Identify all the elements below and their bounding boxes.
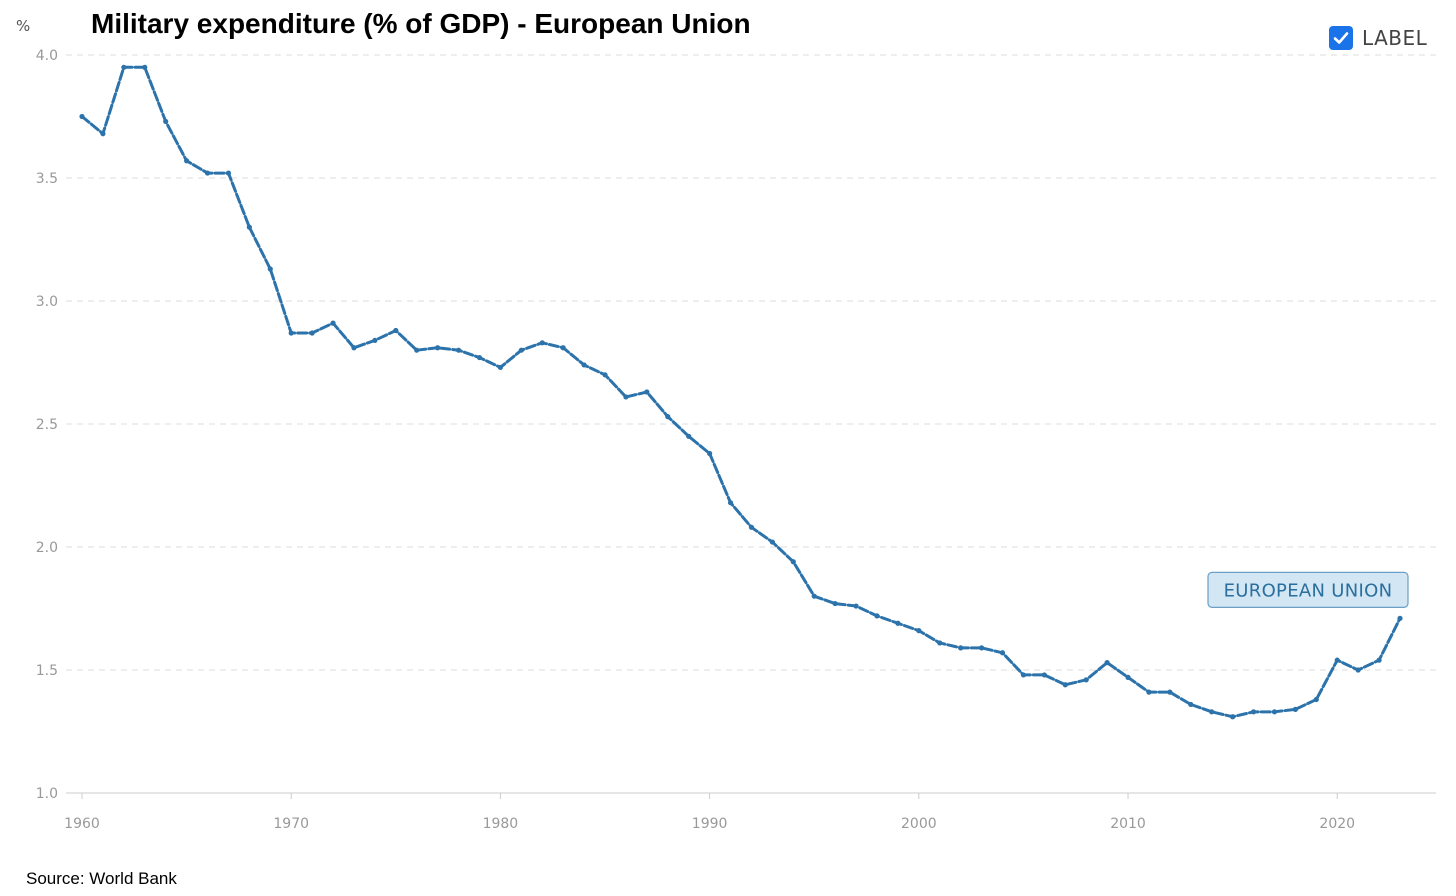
- data-point: [1334, 657, 1340, 663]
- data-point: [644, 389, 650, 395]
- x-tick-label: 2020: [1319, 816, 1355, 832]
- data-point: [204, 170, 211, 176]
- data-point: [163, 118, 169, 125]
- y-tick-label: 1.5: [36, 663, 58, 679]
- data-point: [497, 364, 504, 371]
- data-point: [1230, 714, 1236, 720]
- x-tick-label: 1970: [273, 816, 309, 832]
- x-tick-label: 1980: [483, 816, 519, 832]
- data-point: [246, 224, 252, 230]
- x-tick-label: 2000: [901, 816, 937, 832]
- data-point: [665, 414, 671, 420]
- data-point: [1188, 701, 1194, 708]
- y-tick-label: 3.0: [36, 294, 58, 310]
- data-point: [455, 347, 462, 353]
- data-point: [121, 64, 127, 70]
- data-point: [414, 347, 420, 353]
- data-point: [539, 340, 545, 346]
- data-point: [581, 362, 587, 368]
- data-point: [184, 158, 190, 164]
- data-point: [937, 640, 943, 646]
- data-point: [1271, 709, 1278, 715]
- data-point: [1250, 709, 1257, 715]
- data-point: [916, 628, 922, 634]
- data-point: [1292, 706, 1298, 712]
- data-point: [435, 345, 441, 351]
- data-point: [372, 337, 378, 343]
- data-point: [602, 372, 608, 378]
- data-point: [1020, 672, 1027, 678]
- data-point: [1355, 667, 1361, 673]
- data-point: [1125, 674, 1131, 680]
- data-point: [853, 603, 859, 609]
- data-point: [1376, 657, 1382, 663]
- chart-title: Military expenditure (% of GDP) - Europe…: [91, 8, 751, 39]
- series-layer: [79, 64, 1403, 720]
- label-toggle-text: LABEL: [1362, 26, 1428, 50]
- y-tick-label: 3.5: [36, 171, 58, 187]
- data-point: [100, 131, 106, 137]
- x-tick-labels: 1960 1970 1980 1990 2000 2010 2020: [64, 793, 1355, 832]
- data-point: [999, 650, 1006, 656]
- data-point: [1209, 709, 1215, 715]
- data-point: [1313, 696, 1319, 703]
- data-point: [351, 345, 357, 351]
- data-point: [769, 539, 775, 545]
- data-point: [790, 559, 796, 565]
- data-point: [811, 593, 817, 599]
- data-point: [978, 645, 985, 651]
- checkbox-checked-icon[interactable]: [1329, 26, 1353, 50]
- data-point: [518, 347, 524, 353]
- grid-lines: [66, 54, 1436, 794]
- series-label: EUROPEAN UNION: [1207, 571, 1409, 608]
- data-point: [874, 613, 880, 619]
- x-tick-label: 1960: [64, 816, 100, 832]
- data-point: [832, 600, 838, 607]
- y-tick-label: 2.5: [36, 417, 58, 433]
- data-point: [476, 354, 483, 361]
- data-point: [79, 113, 85, 120]
- data-point: [1146, 689, 1152, 695]
- x-tick-label: 2010: [1110, 816, 1146, 832]
- y-tick-label: 2.0: [36, 540, 58, 556]
- series-line: [80, 65, 1402, 719]
- data-point: [142, 64, 148, 70]
- data-point: [1397, 615, 1403, 621]
- data-point: [1167, 689, 1173, 695]
- data-point: [330, 320, 336, 326]
- data-point: [958, 645, 964, 651]
- source-note: Source: World Bank: [26, 869, 177, 888]
- series-label-box: [1207, 571, 1409, 608]
- y-tick-label: 1.0: [36, 786, 58, 802]
- data-point: [267, 266, 273, 272]
- data-point: [288, 330, 294, 336]
- series-label-text: EUROPEAN UNION: [1224, 580, 1393, 601]
- data-point: [1104, 660, 1110, 666]
- data-point: [1041, 672, 1047, 678]
- data-point: [895, 620, 901, 626]
- y-tick-labels: 1.0 1.5 2.0 2.5 3.0 3.5 4.0: [36, 48, 58, 802]
- y-tick-label: 4.0: [36, 48, 58, 64]
- y-unit-label: %: [16, 17, 31, 35]
- x-tick-label: 1990: [692, 816, 728, 832]
- data-point: [309, 330, 315, 336]
- data-point: [1062, 682, 1068, 688]
- data-point: [623, 394, 629, 400]
- data-point: [748, 524, 755, 530]
- data-point: [1083, 677, 1089, 683]
- data-point: [225, 170, 232, 176]
- data-point: [727, 500, 734, 506]
- data-point: [707, 450, 713, 457]
- label-toggle[interactable]: LABEL: [1329, 26, 1427, 50]
- data-point: [686, 433, 692, 439]
- data-point: [393, 327, 399, 334]
- data-point: [560, 345, 566, 351]
